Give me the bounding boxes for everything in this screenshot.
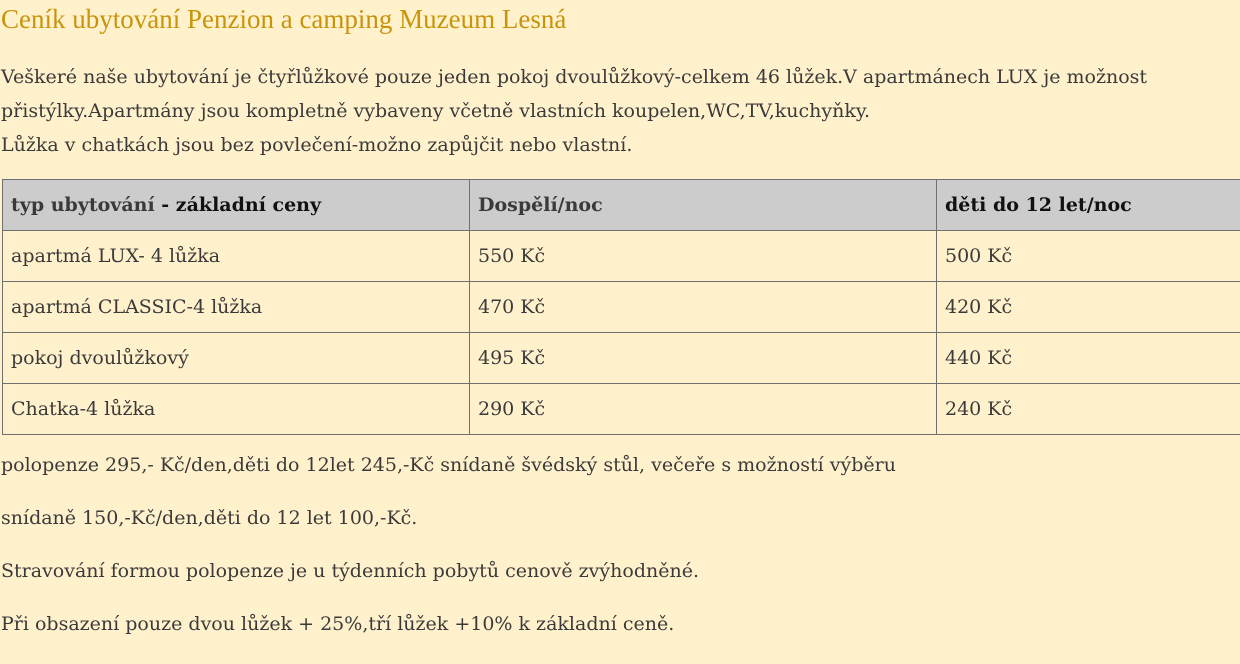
cell-type: apartmá CLASSIC-4 lůžka [3,282,470,333]
page-title: Ceník ubytování Penzion a camping Muzeum… [1,4,566,35]
notes: polopenze 295,- Kč/den,děti do 12let 245… [1,452,896,664]
cell-adults: 550 Kč [470,231,937,282]
note: snídaně 150,-Kč/den,děti do 12 let 100,-… [1,505,896,531]
cell-type: pokoj dvoulůžkový [3,333,470,384]
header-children: děti do 12 let/noc [937,180,1240,231]
cell-children: 240 Kč [937,384,1240,435]
header-adults-label: Dospělí/noc [478,194,603,216]
header-type-label: typ ubytování [11,194,155,216]
cell-children: 420 Kč [937,282,1240,333]
intro-paragraph: Lůžka v chatkách jsou bez povlečení-možn… [1,128,1240,162]
note: Stravování formou polopenze je u týdenní… [1,558,896,584]
table-row: apartmá CLASSIC-4 lůžka 470 Kč 420 Kč [3,282,1240,333]
intro-text: Veškeré naše ubytování je čtyřlůžkové po… [1,60,1240,162]
header-type-suffix: - základní ceny [155,194,321,216]
note: polopenze 295,- Kč/den,děti do 12let 245… [1,452,896,478]
table-row: pokoj dvoulůžkový 495 Kč 440 Kč [3,333,1240,384]
header-type: typ ubytování - základní ceny [3,180,470,231]
cell-adults: 470 Kč [470,282,937,333]
table-header-row: typ ubytování - základní ceny Dospělí/no… [3,180,1240,231]
table-row: apartmá LUX- 4 lůžka 550 Kč 500 Kč [3,231,1240,282]
intro-paragraph: Veškeré naše ubytování je čtyřlůžkové po… [1,60,1240,128]
cell-children: 440 Kč [937,333,1240,384]
cell-children: 500 Kč [937,231,1240,282]
note: Při obsazení pouze dvou lůžek + 25%,tří … [1,611,896,637]
cell-type: Chatka-4 lůžka [3,384,470,435]
cell-type: apartmá LUX- 4 lůžka [3,231,470,282]
cell-adults: 495 Kč [470,333,937,384]
header-adults: Dospělí/noc [470,180,937,231]
cell-adults: 290 Kč [470,384,937,435]
price-table: typ ubytování - základní ceny Dospělí/no… [2,179,1240,435]
table-row: Chatka-4 lůžka 290 Kč 240 Kč [3,384,1240,435]
